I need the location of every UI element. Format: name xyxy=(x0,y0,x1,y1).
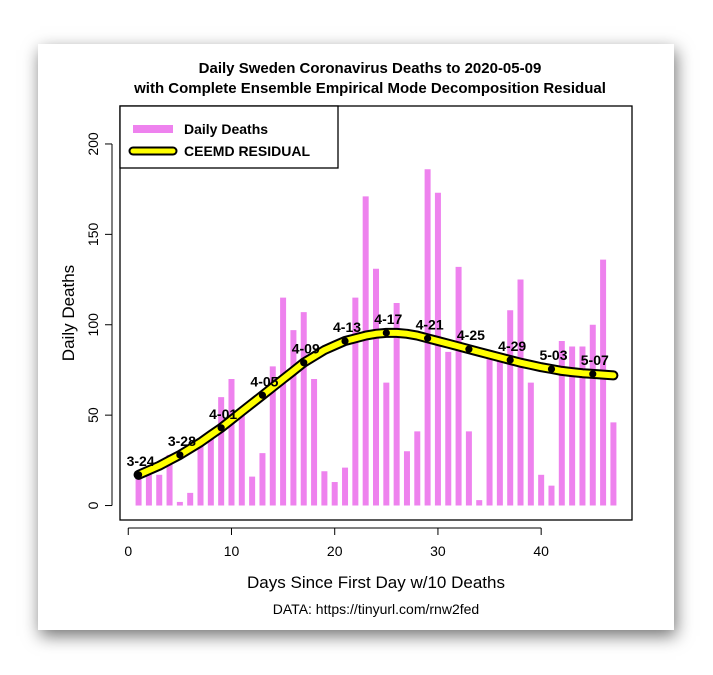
residual-marker-group xyxy=(134,329,597,479)
bar-group xyxy=(135,169,617,506)
residual-line xyxy=(135,329,617,478)
residual-marker xyxy=(176,451,184,459)
date-label-group: 3-24 3-28 4-01 4-05 4-09 4-13 4-17 4-21 4-25 4-29… xyxy=(127,311,609,469)
x-tick-label: 20 xyxy=(327,543,343,559)
chart-title: Daily Sweden Coronavirus Deaths to 2020-… xyxy=(199,60,542,77)
residual-marker xyxy=(589,370,597,378)
date-label: 5-03 xyxy=(539,347,567,363)
date-label: 4-09 xyxy=(292,341,320,357)
x-axis: 0 10 20 30 40 xyxy=(124,527,549,559)
date-label: 5-07 xyxy=(581,352,609,368)
y-tick-label: 100 xyxy=(85,313,101,337)
residual-marker xyxy=(300,359,308,367)
residual-marker xyxy=(424,334,432,342)
x-tick-label: 40 xyxy=(533,543,549,559)
legend-box xyxy=(119,105,339,169)
date-label: 4-05 xyxy=(250,373,278,389)
data-source: DATA: https://tinyurl.com/rnw2fed xyxy=(273,601,479,617)
legend-label-ceemd-residual: CEEMD RESIDUAL xyxy=(184,143,310,159)
date-label: 4-01 xyxy=(209,406,237,422)
y-axis: 0 50 100 150 200 xyxy=(85,132,113,509)
date-label: 3-28 xyxy=(168,433,196,449)
date-label: 4-25 xyxy=(457,327,485,343)
date-label: 4-13 xyxy=(333,319,361,335)
y-axis-label: Daily Deaths xyxy=(59,265,78,361)
y-tick-label: 0 xyxy=(85,501,101,509)
legend: Daily Deaths CEEMD RESIDUAL xyxy=(119,105,339,169)
x-axis-label: Days Since First Day w/10 Deaths xyxy=(247,573,505,592)
x-tick-label: 10 xyxy=(224,543,240,559)
plot-frame xyxy=(119,105,633,521)
residual-marker xyxy=(465,345,473,353)
residual-marker xyxy=(258,391,267,399)
date-label: 4-21 xyxy=(416,316,444,332)
residual-marker xyxy=(382,329,390,337)
date-label: 4-17 xyxy=(374,311,402,327)
residual-marker xyxy=(341,337,349,345)
legend-label-daily-deaths: Daily Deaths xyxy=(184,121,268,137)
chart-subtitle: with Complete Ensemble Empirical Mode De… xyxy=(133,80,606,97)
date-label: 4-29 xyxy=(498,338,526,354)
y-tick-label: 150 xyxy=(85,223,101,247)
residual-marker xyxy=(217,424,225,432)
date-label: 3-24 xyxy=(127,453,155,469)
residual-marker xyxy=(506,356,514,364)
residual-marker xyxy=(134,471,143,479)
residual-line-group xyxy=(133,327,619,480)
x-tick-label: 0 xyxy=(124,543,132,559)
x-tick-label: 30 xyxy=(430,543,446,559)
y-tick-label: 50 xyxy=(85,407,101,423)
residual-marker xyxy=(547,365,556,373)
y-tick-label: 200 xyxy=(85,132,101,156)
